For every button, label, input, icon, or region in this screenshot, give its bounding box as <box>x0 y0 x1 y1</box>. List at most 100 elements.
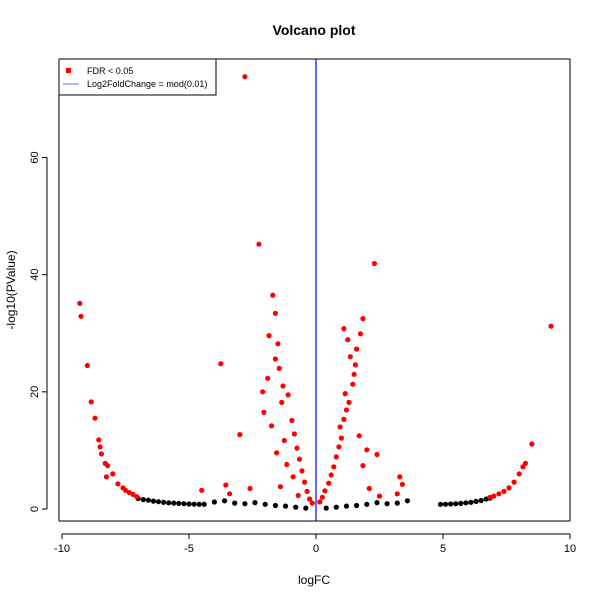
data-point <box>279 399 285 405</box>
data-point <box>364 447 370 453</box>
data-point <box>303 505 309 511</box>
data-point <box>394 491 400 497</box>
data-point <box>343 407 350 413</box>
data-point <box>275 341 281 347</box>
data-point <box>280 383 286 389</box>
data-point <box>186 501 192 507</box>
data-point <box>448 501 454 507</box>
data-point <box>299 468 305 474</box>
data-point <box>296 456 303 462</box>
data-point <box>218 361 224 367</box>
data-point <box>491 493 497 499</box>
data-point <box>115 481 121 487</box>
data-point <box>222 498 228 504</box>
data-point <box>256 241 262 247</box>
data-point <box>302 479 308 485</box>
data-point <box>463 500 469 506</box>
data-point <box>277 484 283 490</box>
data-point <box>105 463 111 469</box>
data-point <box>516 471 522 477</box>
data-point <box>77 300 83 306</box>
data-point <box>289 417 295 424</box>
data-point <box>201 501 207 507</box>
x-axis: -10 -5 0 5 10 <box>54 533 576 555</box>
data-point <box>227 491 233 497</box>
data-point <box>356 433 362 439</box>
data-point <box>242 501 248 507</box>
legend-box <box>58 58 217 96</box>
data-point <box>346 399 352 405</box>
data-point <box>366 485 372 492</box>
data-point <box>260 389 266 395</box>
data-point <box>333 504 339 510</box>
data-point <box>96 437 102 443</box>
data-point <box>354 346 360 352</box>
data-point <box>468 499 474 505</box>
data-point <box>322 488 328 494</box>
data-point <box>130 491 136 497</box>
data-point <box>281 437 287 444</box>
data-point <box>307 496 313 502</box>
data-point <box>285 392 291 398</box>
data-point <box>232 500 238 506</box>
data-point <box>270 292 276 298</box>
data-point <box>268 423 275 429</box>
data-point <box>496 491 502 497</box>
data-point <box>442 501 449 507</box>
data-point <box>304 488 310 494</box>
data-point <box>404 498 410 504</box>
y-tick-label: 60 <box>29 151 41 163</box>
data-point <box>145 497 151 503</box>
data-point <box>347 354 353 360</box>
data-point <box>337 424 343 430</box>
legend-label-fdr: FDR < 0.05 <box>87 66 133 76</box>
data-point <box>374 500 380 506</box>
data-point <box>323 505 329 511</box>
chart-title: Volcano plot <box>273 22 356 38</box>
data-point <box>294 445 300 451</box>
data-point <box>242 74 248 80</box>
data-point <box>166 500 172 506</box>
data-point <box>134 494 140 500</box>
data-point <box>223 482 229 488</box>
points-layer <box>77 74 554 511</box>
data-point <box>196 501 202 507</box>
data-point <box>176 500 182 506</box>
data-point <box>522 460 529 466</box>
data-point <box>290 474 296 480</box>
data-point <box>211 499 217 505</box>
data-point <box>291 431 297 437</box>
data-point <box>354 502 360 509</box>
y-axis-label: -log10(PValue) <box>4 250 18 329</box>
y-tick-label: 0 <box>29 506 41 512</box>
x-tick-label: 0 <box>313 543 319 555</box>
data-point <box>274 450 280 456</box>
x-tick-label: -5 <box>184 543 194 555</box>
x-tick-label: 5 <box>440 543 446 555</box>
data-point <box>97 444 103 450</box>
data-point <box>262 501 268 507</box>
data-point <box>181 501 187 507</box>
legend-point-marker <box>66 68 71 73</box>
data-point <box>265 375 271 381</box>
data-point <box>295 492 301 499</box>
data-point <box>342 391 348 397</box>
data-point <box>284 461 290 468</box>
data-point <box>336 444 342 450</box>
data-point <box>501 488 507 494</box>
data-point <box>276 365 282 371</box>
data-point <box>199 487 205 493</box>
data-point <box>511 479 517 485</box>
data-point <box>122 487 129 493</box>
data-point <box>338 435 344 441</box>
data-point <box>92 415 98 421</box>
data-point <box>397 474 403 480</box>
data-point <box>272 310 278 316</box>
data-point <box>78 313 84 319</box>
data-point <box>399 481 405 487</box>
series-not-significant <box>135 495 493 511</box>
data-point <box>341 326 347 332</box>
data-point <box>191 501 197 507</box>
data-point <box>237 432 243 438</box>
data-point <box>333 454 339 460</box>
